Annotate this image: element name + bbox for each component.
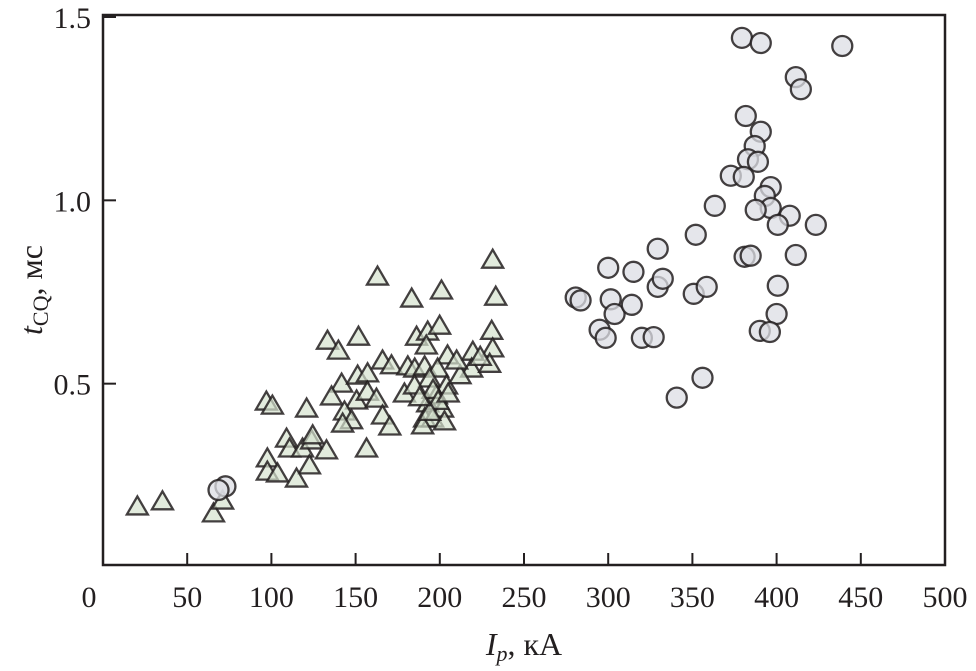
data-point-circle — [746, 150, 770, 173]
data-point-triangle — [427, 313, 453, 335]
x-axis-title-unit: , кА — [508, 626, 563, 662]
x-axis-title: Ip, кА — [485, 626, 562, 666]
data-point-triangle — [313, 438, 339, 460]
data-point-circle — [622, 260, 645, 283]
data-point-circle — [730, 26, 754, 50]
data-point-circle — [749, 31, 772, 55]
data-point-triangle — [296, 453, 322, 475]
data-point-triangle — [479, 318, 505, 340]
data-point-triangle — [354, 436, 380, 458]
x-axis-title-main: I — [485, 626, 498, 662]
y-axis-title: tCQ, мс — [13, 245, 53, 335]
x-tick-label: 450 — [838, 581, 883, 614]
data-point-circle — [766, 274, 789, 297]
x-tick-label: 400 — [754, 581, 799, 614]
data-point-circle — [603, 302, 626, 326]
axis-ticks: 0 50 100 150 200 250 300 350 400 450 500 0.5 1.0 1.5 — [54, 2, 968, 614]
data-point-triangle — [363, 386, 389, 408]
data-point-circle — [620, 293, 643, 316]
series-circle — [207, 26, 854, 502]
data-point-circle — [597, 256, 620, 279]
data-point-circle — [734, 104, 757, 128]
data-point-circle — [695, 275, 718, 299]
data-point-triangle — [480, 336, 506, 358]
series-triangle — [124, 247, 509, 523]
y-tick-label: 0.5 — [54, 369, 92, 402]
data-point-triangle — [300, 423, 326, 445]
data-point-circle — [744, 198, 767, 222]
data-point-triangle — [413, 333, 439, 355]
x-tick-label: 250 — [502, 581, 547, 614]
data-point-triangle — [447, 362, 473, 385]
data-point-triangle — [345, 324, 371, 346]
x-tick-label: 350 — [670, 581, 715, 614]
data-point-triangle — [283, 466, 309, 488]
x-tick-label: 150 — [333, 581, 378, 614]
x-tick-label: 300 — [586, 581, 631, 614]
data-point-triangle — [467, 344, 493, 366]
data-point-circle — [684, 223, 707, 246]
data-point-triangle — [325, 338, 351, 360]
x-tick-label: 100 — [249, 581, 294, 614]
data-point-circle — [766, 213, 789, 237]
data-point-triangle — [428, 278, 454, 300]
data-point-triangle — [417, 399, 443, 421]
data-point-triangle — [330, 411, 356, 433]
data-point-triangle — [378, 352, 404, 375]
y-axis-title-unit: , мс — [13, 245, 49, 295]
x-tick-label: 200 — [417, 581, 462, 614]
data-point-triangle — [124, 494, 150, 516]
data-point-triangle — [200, 501, 226, 523]
x-tick-label: 0 — [82, 581, 97, 614]
data-point-circle — [207, 478, 230, 502]
data-point-circle — [732, 165, 755, 189]
x-tick-label: 50 — [172, 581, 202, 614]
data-point-triangle — [264, 461, 290, 483]
data-point-circle — [569, 289, 592, 312]
data-point-triangle — [314, 328, 340, 350]
data-point-triangle — [319, 384, 345, 406]
data-point-triangle — [364, 264, 390, 286]
data-point-circle — [784, 243, 807, 267]
data-point-circle — [831, 34, 854, 58]
y-axis-title-sub: CQ — [28, 295, 53, 326]
data-point-circle — [665, 386, 688, 409]
data-point-triangle — [259, 393, 285, 415]
y-tick-label: 1.0 — [54, 185, 92, 218]
plot-marks — [124, 26, 854, 523]
x-axis-title-sub: p — [495, 641, 508, 666]
data-point-circle — [642, 325, 665, 349]
data-point-triangle — [480, 247, 506, 269]
data-point-circle — [594, 326, 617, 349]
data-point-triangle — [410, 413, 436, 435]
x-tick-label: 500 — [923, 581, 968, 614]
y-axis-title-main: t — [13, 325, 49, 335]
data-point-triangle — [377, 414, 403, 436]
data-point-triangle — [407, 384, 433, 407]
data-point-circle — [703, 194, 726, 217]
data-point-triangle — [483, 284, 509, 306]
data-point-triangle — [444, 348, 470, 370]
data-point-circle — [758, 320, 782, 344]
data-point-circle — [691, 366, 714, 389]
data-point-triangle — [435, 381, 461, 403]
data-point-triangle — [294, 396, 320, 418]
data-point-circle — [651, 267, 674, 290]
data-point-circle — [789, 78, 812, 101]
data-point-triangle — [149, 489, 175, 511]
data-point-circle — [646, 237, 669, 260]
data-point-circle — [739, 244, 762, 267]
data-point-triangle — [399, 286, 425, 308]
data-point-circle — [804, 213, 827, 237]
y-tick-label: 1.5 — [54, 2, 92, 35]
